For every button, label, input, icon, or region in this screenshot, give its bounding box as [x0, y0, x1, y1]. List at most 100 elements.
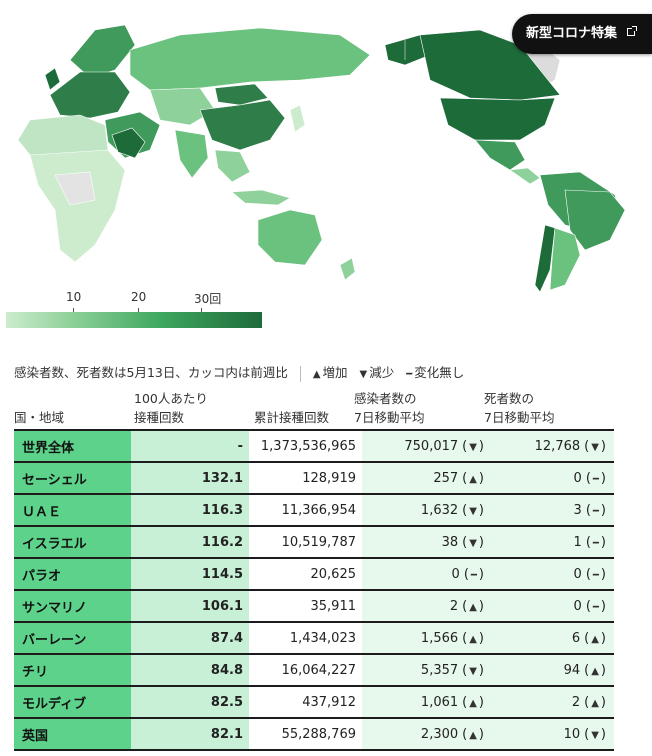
deaths-trend-icon: ━	[592, 505, 601, 517]
cases-7day-avg: 2,300 (▲)	[362, 718, 492, 751]
deaths-trend: (━)	[585, 598, 608, 614]
region-brazil[interactable]	[564, 189, 626, 251]
cases-value: 1,566	[420, 630, 459, 646]
region-central-africa[interactable]	[54, 171, 96, 206]
deaths-trend: (━)	[585, 502, 608, 518]
deaths-value: 12,768	[534, 438, 581, 454]
world-vaccination-map[interactable]: 新型コロナ特集	[0, 0, 652, 300]
region-alaska[interactable]	[384, 34, 431, 66]
cases-value: 2,300	[420, 726, 459, 742]
deaths-trend: (▼)	[584, 438, 608, 454]
legend-tick-20: 20	[131, 290, 147, 304]
cases-7day-avg: 5,357 (▼)	[362, 654, 492, 687]
cases-trend-icon: ▼	[469, 665, 479, 677]
country-name: 英国	[14, 718, 131, 751]
deaths-value: 0	[573, 598, 582, 614]
region-india[interactable]	[174, 129, 209, 179]
country-name: イスラエル	[14, 526, 131, 559]
total-doses: 1,434,023	[249, 622, 362, 655]
note-divider	[299, 365, 301, 382]
region-japan[interactable]	[289, 104, 306, 133]
region-new-zealand[interactable]	[339, 257, 356, 281]
region-central-asia[interactable]	[149, 87, 216, 126]
region-china[interactable]	[199, 99, 286, 151]
country-name: パラオ	[14, 558, 131, 591]
cases-trend: (▲)	[462, 598, 486, 614]
legend-ticks: 10 20 30回	[0, 290, 270, 306]
doses-per-100: 84.8	[131, 654, 249, 687]
cases-value: 5,357	[420, 662, 459, 678]
region-canada[interactable]	[419, 29, 561, 101]
deaths-trend: (▲)	[584, 630, 608, 646]
region-indonesia[interactable]	[231, 189, 291, 206]
country-name: セーシェル	[14, 462, 131, 495]
country-name: バーレーン	[14, 622, 131, 655]
table-row: サンマリノ 106.1 35,911 2 (▲) 0 (━)	[14, 590, 614, 623]
deaths-7day-avg: 3 (━)	[492, 494, 614, 527]
region-russia[interactable]	[129, 27, 371, 91]
total-doses: 437,912	[249, 686, 362, 719]
col-cases-header-line1: 感染者数の	[354, 391, 417, 406]
region-australia[interactable]	[257, 209, 323, 266]
region-mexico[interactable]	[474, 139, 526, 171]
deaths-7day-avg: 94 (▲)	[492, 654, 614, 687]
covid-feature-label: 新型コロナ特集	[526, 26, 618, 41]
deaths-trend-icon: ━	[592, 473, 601, 485]
region-mongolia[interactable]	[214, 83, 269, 106]
cases-trend-icon: ▼	[469, 537, 479, 549]
deaths-trend-icon: ━	[592, 601, 601, 613]
table-row: 英国 82.1 55,288,769 2,300 (▲) 10 (▼)	[14, 718, 614, 751]
region-usa[interactable]	[439, 97, 556, 141]
region-scandinavia[interactable]	[69, 24, 136, 79]
deaths-trend: (━)	[585, 534, 608, 550]
cases-7day-avg: 2 (▲)	[362, 590, 492, 623]
note-same-label: 変化無し	[414, 365, 465, 380]
region-uk[interactable]	[44, 67, 61, 91]
table-header: 国・地域 100人あたり 接種回数 累計接種回数 感染者数の 7日移動平均 死者…	[14, 388, 614, 428]
cases-trend: (▲)	[462, 630, 486, 646]
region-saudi-arabia[interactable]	[111, 127, 146, 159]
total-doses: 128,919	[249, 462, 362, 495]
deaths-trend: (━)	[585, 566, 608, 582]
total-doses: 35,911	[249, 590, 362, 623]
region-southeast-asia[interactable]	[214, 149, 251, 183]
note-text: 感染者数、死者数は5月13日、カッコ内は前週比	[14, 365, 288, 380]
deaths-7day-avg: 1 (━)	[492, 526, 614, 559]
note-down-label: 減少	[369, 365, 395, 380]
region-argentina[interactable]	[549, 227, 581, 291]
cases-7day-avg: 1,061 (▲)	[362, 686, 492, 719]
cases-value: 2	[449, 598, 459, 614]
cases-trend-icon: ▼	[469, 441, 479, 453]
col-deaths-header-line2: 7日移動平均	[484, 410, 555, 425]
doses-per-100: 87.4	[131, 622, 249, 655]
cases-trend-icon: ▲	[469, 633, 479, 645]
total-doses: 1,373,536,965	[249, 429, 362, 463]
deaths-7day-avg: 0 (━)	[492, 462, 614, 495]
total-doses: 16,064,227	[249, 654, 362, 687]
deaths-trend-icon: ▲	[591, 665, 601, 677]
table-row: パラオ 114.5 20,625 0 (━) 0 (━)	[14, 558, 614, 591]
covid-feature-button[interactable]: 新型コロナ特集	[512, 14, 652, 54]
cases-trend: (▼)	[462, 438, 486, 454]
deaths-value: 1	[573, 534, 582, 550]
deaths-trend: (━)	[585, 470, 608, 486]
doses-per-100: 82.5	[131, 686, 249, 719]
region-sub-saharan-africa[interactable]	[29, 149, 126, 263]
region-central-america[interactable]	[509, 167, 541, 185]
region-chile[interactable]	[534, 224, 556, 293]
cases-7day-avg: 1,566 (▲)	[362, 622, 492, 655]
doses-per-100: -	[131, 429, 249, 463]
cases-7day-avg: 1,632 (▼)	[362, 494, 492, 527]
table-row: モルディブ 82.5 437,912 1,061 (▲) 2 (▲)	[14, 686, 614, 719]
deaths-7day-avg: 0 (━)	[492, 558, 614, 591]
legend-tick-10: 10	[66, 290, 82, 304]
deaths-trend-icon: ▼	[591, 729, 601, 741]
cases-7day-avg: 257 (▲)	[362, 462, 492, 495]
total-doses: 55,288,769	[249, 718, 362, 751]
region-western-europe[interactable]	[49, 71, 131, 119]
deaths-value: 10	[563, 726, 581, 742]
country-name: チリ	[14, 654, 131, 687]
col-deaths-header-line1: 死者数の	[484, 391, 535, 406]
cases-value: 38	[441, 534, 459, 550]
col-per100-header-line2: 接種回数	[134, 410, 185, 425]
